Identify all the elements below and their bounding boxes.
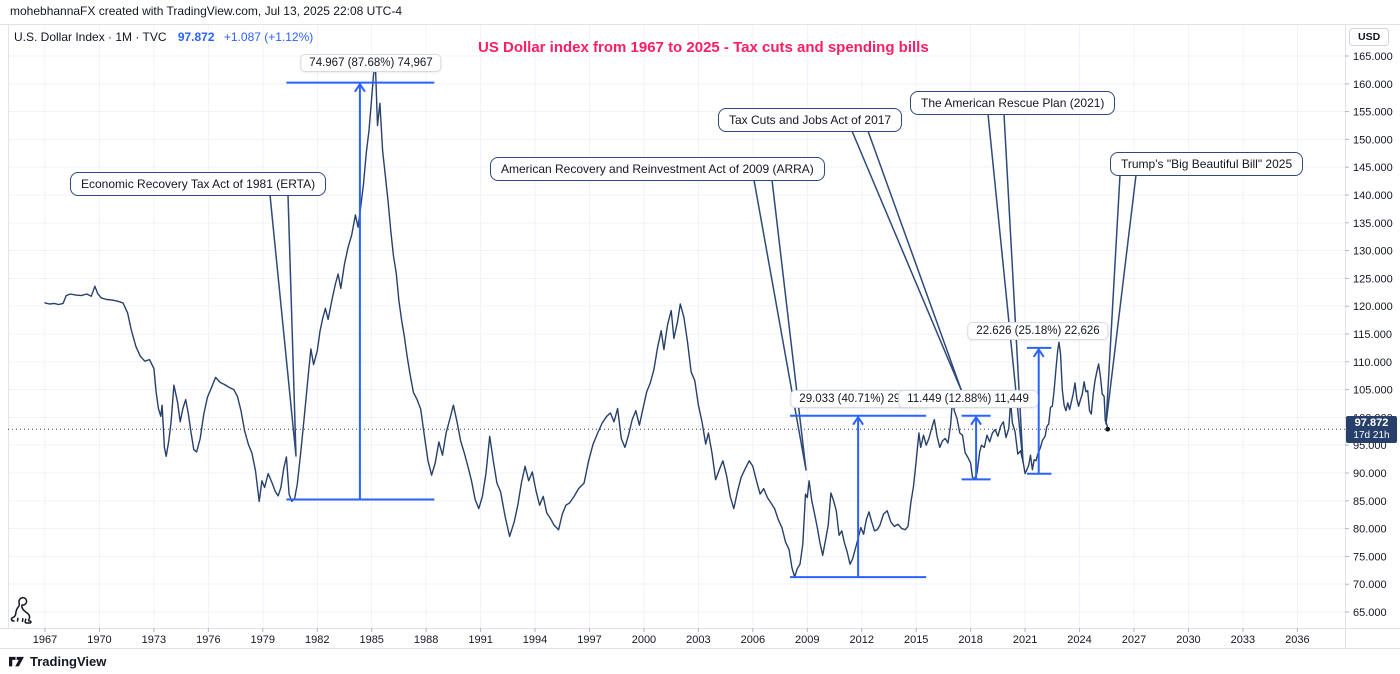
time-axis-label: 2000 bbox=[632, 634, 656, 646]
time-axis-label: 1997 bbox=[577, 634, 601, 646]
callout-box[interactable]: American Recovery and Reinvestment Act o… bbox=[490, 157, 825, 181]
price-axis-label: 90.000 bbox=[1353, 468, 1387, 480]
badge-price: 97.872 bbox=[1354, 417, 1389, 430]
time-axis-label: 2036 bbox=[1285, 634, 1309, 646]
price-axis-label: 115.000 bbox=[1353, 329, 1392, 341]
callout-box[interactable]: Tax Cuts and Jobs Act of 2017 bbox=[718, 108, 903, 132]
price-range-tool[interactable] bbox=[961, 414, 991, 481]
time-axis-label: 2033 bbox=[1231, 634, 1255, 646]
time-axis-label: 1973 bbox=[142, 634, 166, 646]
price-range-tool[interactable] bbox=[286, 81, 435, 501]
price-axis-label: 130.000 bbox=[1353, 246, 1393, 258]
price-axis-label: 95.000 bbox=[1353, 440, 1387, 452]
footer-bar: TradingView bbox=[0, 649, 1400, 674]
price-axis-label: 160.000 bbox=[1353, 79, 1393, 91]
time-axis-label: 1976 bbox=[196, 634, 220, 646]
price-range-label[interactable]: 29.033 (40.71%) 29,033 bbox=[790, 390, 932, 408]
price-scale[interactable]: 165.000 160.000 155.000 150.000 145.000 140.0… bbox=[1345, 51, 1393, 619]
price-axis-label: 65.000 bbox=[1353, 607, 1387, 619]
price-axis-label: 135.000 bbox=[1353, 218, 1393, 230]
callout-box[interactable]: The American Rescue Plan (2021) bbox=[910, 91, 1116, 115]
time-axis-label: 1988 bbox=[414, 634, 438, 646]
time-axis-label: 2006 bbox=[741, 634, 765, 646]
currency-usd-button[interactable]: USD bbox=[1349, 28, 1390, 46]
price-axis-label: 155.000 bbox=[1353, 107, 1393, 119]
price-axis-label: 165.000 bbox=[1353, 51, 1393, 63]
time-axis-label: 2009 bbox=[795, 634, 819, 646]
time-axis-label: 2024 bbox=[1067, 634, 1091, 646]
badge-countdown: 17d 21h bbox=[1353, 430, 1390, 442]
time-axis-label: 2003 bbox=[686, 634, 710, 646]
time-axis-label: 1970 bbox=[87, 634, 111, 646]
tradingview-logo-icon[interactable] bbox=[9, 655, 25, 669]
price-change-value: +1.087 (+1.12%) bbox=[223, 30, 314, 44]
price-line-series bbox=[44, 61, 1109, 578]
chart-title: US Dollar index from 1967 to 2025 - Tax … bbox=[478, 39, 929, 56]
last-price-badge[interactable]: 97.872 17d 21h bbox=[1346, 416, 1397, 444]
time-axis-label: 1982 bbox=[305, 634, 329, 646]
price-axis-label: 105.000 bbox=[1353, 385, 1393, 397]
price-axis-label: 150.000 bbox=[1353, 134, 1393, 146]
callout-box[interactable]: Trump's "Big Beautiful Bill" 2025 bbox=[1110, 152, 1304, 176]
price-range-label[interactable]: 22.626 (25.18%) 22,626 bbox=[967, 322, 1109, 340]
time-axis-label: 2030 bbox=[1176, 634, 1200, 646]
price-range-tool[interactable] bbox=[1026, 346, 1052, 475]
callout-tails bbox=[269, 113, 1137, 471]
time-axis-label: 1991 bbox=[468, 634, 492, 646]
price-axis-label: 75.000 bbox=[1353, 551, 1387, 563]
time-axis-label: 2015 bbox=[904, 634, 928, 646]
time-axis-label: 1985 bbox=[359, 634, 383, 646]
symbol-legend[interactable]: U.S. Dollar Index · 1M · TVC 97.872 +1.0… bbox=[14, 30, 313, 44]
price-range-label[interactable]: 11.449 (12.88%) 11,449 bbox=[898, 390, 1038, 408]
price-range-tool[interactable] bbox=[790, 414, 927, 579]
time-scale[interactable]: 1967 1970 1973 1976 1979 1982 1985 1988 1991 1994… bbox=[33, 628, 1310, 646]
price-axis-label: 110.000 bbox=[1353, 357, 1392, 369]
time-axis-label: 1994 bbox=[523, 634, 547, 646]
time-axis-label: 1979 bbox=[251, 634, 275, 646]
time-axis-label: 1967 bbox=[33, 634, 57, 646]
price-axis-label: 80.000 bbox=[1353, 524, 1387, 536]
price-axis-label: 125.000 bbox=[1353, 273, 1393, 285]
time-axis-label: 2018 bbox=[958, 634, 982, 646]
dino-drawing-icon bbox=[10, 596, 32, 624]
price-axis-label: 120.000 bbox=[1353, 301, 1393, 313]
time-axis-label: 2021 bbox=[1013, 634, 1037, 646]
attribution-bar: mohebhannaFX created with TradingView.co… bbox=[10, 4, 403, 18]
time-axis-label: 2027 bbox=[1122, 634, 1146, 646]
tradingview-wordmark[interactable]: TradingView bbox=[30, 654, 107, 669]
pane-borders bbox=[0, 24, 1400, 649]
price-axis-label: 145.000 bbox=[1353, 162, 1393, 174]
symbol-title[interactable]: U.S. Dollar Index · 1M · TVC bbox=[14, 30, 167, 44]
price-axis-label: 85.000 bbox=[1353, 496, 1387, 508]
price-axis-label: 70.000 bbox=[1353, 579, 1387, 591]
last-price-value: 97.872 bbox=[177, 30, 215, 44]
price-range-label[interactable]: 74.967 (87.68%) 74,967 bbox=[300, 54, 442, 72]
callout-box[interactable]: Economic Recovery Tax Act of 1981 (ERTA) bbox=[70, 172, 327, 196]
price-axis-label: 140.000 bbox=[1353, 190, 1393, 202]
time-axis-label: 2012 bbox=[850, 634, 874, 646]
last-price-dot bbox=[1105, 426, 1111, 432]
